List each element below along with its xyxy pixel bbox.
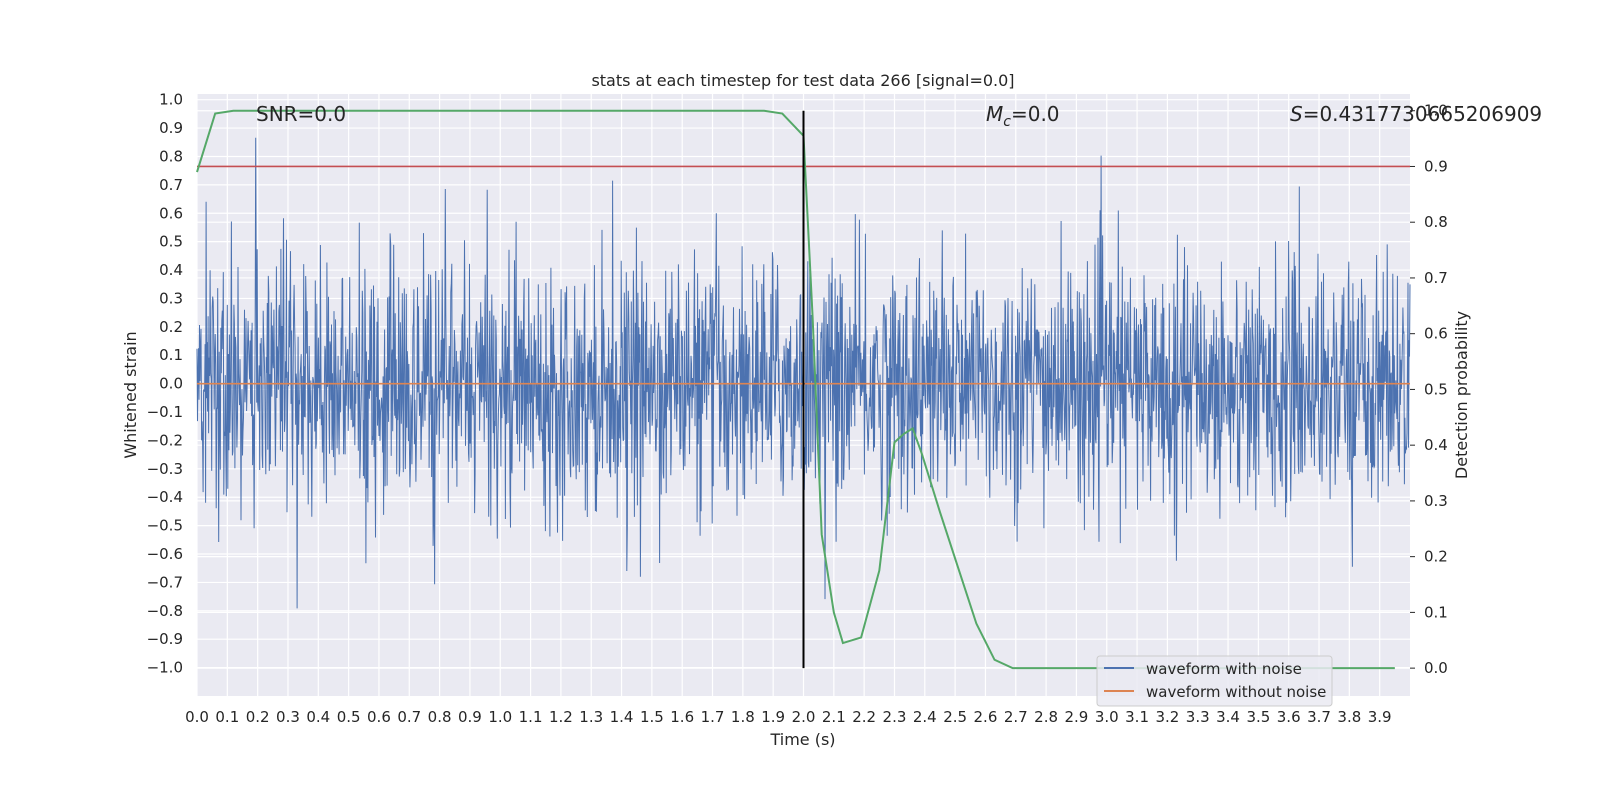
- y-tick-label: −0.7: [147, 573, 183, 591]
- y-tick-label: 0.8: [159, 147, 183, 165]
- y2-tick-labels: 1.0 0.9 0.8 0.7 0.6 0.5 0.4 0.3 0.2 0.1 0.0: [1410, 102, 1448, 677]
- x-tick-label: 3.2: [1155, 708, 1179, 726]
- s-value: =0.4317730665206909: [1303, 102, 1542, 126]
- s-annotation: S=0.4317730665206909: [1290, 102, 1542, 126]
- x-tick-label: 0.7: [397, 708, 421, 726]
- y-tick-label: −0.1: [147, 403, 183, 421]
- s-symbol: S: [1290, 102, 1303, 126]
- x-tick-label: 1.4: [610, 708, 634, 726]
- x-tick-label: 1.1: [519, 708, 543, 726]
- x-tick-label: 1.0: [488, 708, 512, 726]
- y-tick-label: 0.0: [159, 375, 183, 393]
- chart-title: stats at each timestep for test data 266…: [591, 71, 1014, 90]
- y-tick-label: −0.6: [147, 545, 183, 563]
- x-tick-label: 1.3: [579, 708, 603, 726]
- y2-tick-label: 0.7: [1424, 269, 1448, 287]
- x-tick-label: 2.4: [913, 708, 937, 726]
- y-tick-label: 0.5: [159, 233, 183, 251]
- chirp-mass-annotation: Mc=0.0: [986, 102, 1060, 130]
- y2-tick-label: 0.3: [1424, 492, 1448, 510]
- y-tick-label: −0.8: [147, 602, 183, 620]
- x-tick-label: 0.2: [246, 708, 270, 726]
- y-tick-label: −0.2: [147, 431, 183, 449]
- x-tick-label: 2.3: [883, 708, 907, 726]
- x-tick-label: 1.2: [549, 708, 573, 726]
- x-tick-label: 3.9: [1368, 708, 1392, 726]
- y2-tick-label: 0.1: [1424, 603, 1448, 621]
- y2-axis-label: Detection probability: [1452, 311, 1471, 479]
- legend-label-clean: waveform without noise: [1146, 683, 1326, 701]
- x-tick-label: 0.8: [428, 708, 452, 726]
- x-tick-label: 3.7: [1307, 708, 1331, 726]
- x-tick-label: 3.3: [1186, 708, 1210, 726]
- legend-box: [1096, 655, 1333, 707]
- y-tick-label: 0.7: [159, 176, 183, 194]
- y2-tick-label: 0.0: [1424, 659, 1448, 677]
- x-tick-label: 2.5: [943, 708, 967, 726]
- x-axis-label: Time (s): [769, 730, 835, 749]
- x-tick-label: 0.6: [367, 708, 391, 726]
- y-tick-label: 0.2: [159, 318, 183, 336]
- y2-tick-label: 1.0: [1424, 102, 1448, 120]
- x-tick-label: 3.1: [1125, 708, 1149, 726]
- y2-tick-label: 0.4: [1424, 436, 1448, 454]
- x-tick-label: 2.1: [822, 708, 846, 726]
- x-tick-label: 3.0: [1095, 708, 1119, 726]
- chirp-mass-symbol: M: [986, 102, 1003, 126]
- x-tick-label: 0.0: [185, 708, 209, 726]
- x-tick-label: 0.5: [337, 708, 361, 726]
- y-tick-label: 0.1: [159, 346, 183, 364]
- x-tick-label: 1.5: [640, 708, 664, 726]
- chirp-mass-subscript: c: [1003, 114, 1011, 130]
- x-tick-label: 0.1: [215, 708, 239, 726]
- y-tick-label: −0.5: [147, 517, 183, 535]
- x-tick-label: 1.6: [670, 708, 694, 726]
- x-tick-label: 0.3: [276, 708, 300, 726]
- y-tick-label: 0.3: [159, 289, 183, 307]
- x-tick-label: 1.7: [701, 708, 725, 726]
- chirp-mass-value: =0.0: [1011, 102, 1060, 126]
- y-tick-label: 0.4: [159, 261, 183, 279]
- y-tick-label: 0.6: [159, 204, 183, 222]
- x-tick-label: 3.4: [1216, 708, 1240, 726]
- snr-annotation: SNR=0.0: [256, 102, 346, 126]
- x-tick-label: 2.2: [852, 708, 876, 726]
- y-tick-label: −0.9: [147, 630, 183, 648]
- x-tick-label: 2.6: [974, 708, 998, 726]
- x-tick-labels: 0.0 0.1 0.2 0.3 0.4 0.5 0.6 0.7 0.8 0.9 1.0 1.1 1.2 1…: [185, 708, 1392, 726]
- x-tick-label: 1.9: [761, 708, 785, 726]
- legend: waveform with noise waveform without noi…: [1096, 655, 1333, 707]
- y2-tick-label: 0.2: [1424, 548, 1448, 566]
- y2-tick-label: 0.5: [1424, 380, 1448, 398]
- x-tick-label: 3.6: [1277, 708, 1301, 726]
- y2-tick-label: 0.6: [1424, 325, 1448, 343]
- y-tick-label: −0.4: [147, 488, 183, 506]
- x-tick-label: 0.4: [306, 708, 330, 726]
- x-tick-label: 2.8: [1034, 708, 1058, 726]
- x-tick-label: 2.0: [792, 708, 816, 726]
- x-tick-label: 2.7: [1004, 708, 1028, 726]
- x-tick-label: 1.8: [731, 708, 755, 726]
- y-tick-label: 0.9: [159, 119, 183, 137]
- y-tick-labels: 1.0 0.9 0.8 0.7 0.6 0.5 0.4 0.3 0.2 0.1 0.0 −0.1 −0.…: [147, 91, 183, 677]
- y-tick-label: −0.3: [147, 460, 183, 478]
- detection-probability-line: [196, 109, 1395, 670]
- series-lines: [196, 109, 1410, 670]
- y-tick-label: −1.0: [147, 659, 183, 677]
- y2-tick-label: 0.8: [1424, 213, 1448, 231]
- x-tick-label: 3.5: [1246, 708, 1270, 726]
- x-tick-label: 0.9: [458, 708, 482, 726]
- x-tick-label: 2.9: [1064, 708, 1088, 726]
- y-tick-label: 1.0: [159, 91, 183, 109]
- legend-label-noise: waveform with noise: [1146, 660, 1302, 678]
- x-tick-label: 3.8: [1337, 708, 1361, 726]
- y2-tick-label: 0.9: [1424, 157, 1448, 175]
- y-axis-label: Whitened strain: [121, 331, 140, 458]
